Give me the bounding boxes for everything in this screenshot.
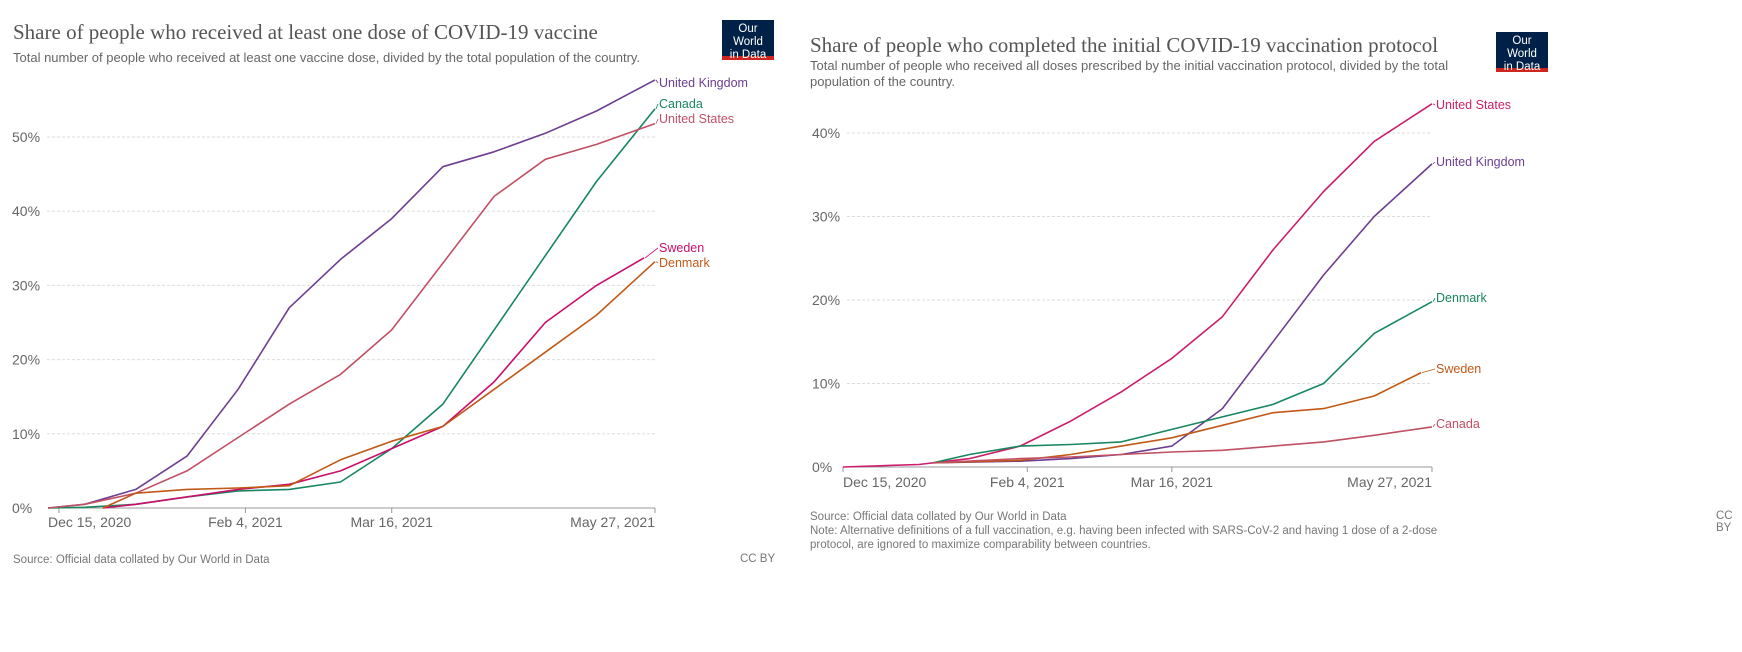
x-tick-label: Feb 4, 2021 <box>990 474 1065 490</box>
y-tick-label: 0% <box>812 459 832 475</box>
owid-logo: Our World in Data <box>722 20 774 61</box>
series-label-connector <box>1432 297 1436 302</box>
y-tick-label: 0% <box>12 500 32 516</box>
license-label[interactable]: CC BY <box>740 553 776 565</box>
series-label: Denmark <box>1436 291 1487 305</box>
series-label: Denmark <box>659 256 710 270</box>
series-line-united-states <box>47 122 656 509</box>
series-line-united-kingdom <box>47 79 656 509</box>
x-tick-label: Mar 16, 2021 <box>350 514 433 530</box>
chart-panel-fully-vaccinated: Share of people who completed the initia… <box>800 0 1742 652</box>
series-line-denmark <box>933 300 1433 464</box>
series-label-connector <box>1422 368 1436 374</box>
series-label-connector <box>655 118 659 124</box>
series-label-connector <box>644 247 659 259</box>
chart-panel-first-dose: Share of people who received at least on… <box>0 0 780 652</box>
series-label: Sweden <box>659 241 704 255</box>
x-tick-label: Dec 15, 2020 <box>48 514 131 530</box>
series-label: United Kingdom <box>659 76 748 90</box>
series-label: United States <box>1436 98 1511 112</box>
y-tick-label: 40% <box>812 125 840 141</box>
chart-subtitle: Total number of people who received all … <box>810 58 1449 89</box>
license-label[interactable]: CC BY <box>1716 510 1733 534</box>
series-label: Sweden <box>1436 362 1481 376</box>
y-tick-label: 30% <box>812 209 840 225</box>
series-label: Canada <box>659 97 703 111</box>
y-tick-label: 10% <box>12 426 40 442</box>
chart-source: Source: Official data collated by Our Wo… <box>13 554 270 566</box>
series-line-sweden <box>102 257 645 509</box>
y-tick-label: 40% <box>12 203 40 219</box>
chart-subtitle: Total number of people who received at l… <box>13 50 641 65</box>
series-line-united-states <box>842 103 1433 468</box>
x-tick-label: May 27, 2021 <box>570 514 655 530</box>
series-label-connector <box>655 79 659 84</box>
series-label: Canada <box>1436 417 1480 431</box>
series-line-united-kingdom <box>933 163 1433 464</box>
y-tick-label: 30% <box>12 277 40 293</box>
series-label-connector <box>1432 103 1436 106</box>
x-tick-label: May 27, 2021 <box>1347 474 1432 490</box>
series-label: United Kingdom <box>1436 155 1525 169</box>
series-label: United States <box>659 112 734 126</box>
owid-logo: Our World in Data <box>1496 32 1548 73</box>
y-tick-label: 20% <box>812 292 840 308</box>
x-tick-label: Mar 16, 2021 <box>1131 474 1214 490</box>
series-label-connector <box>655 261 659 264</box>
chart-note: Note: Alternative definitions of a full … <box>810 525 1438 551</box>
chart-source: Source: Official data collated by Our Wo… <box>810 511 1067 523</box>
series-line-denmark <box>102 261 656 509</box>
series-label-connector <box>655 103 659 109</box>
x-tick-label: Feb 4, 2021 <box>208 514 283 530</box>
y-tick-label: 10% <box>812 376 840 392</box>
x-tick-label: Dec 15, 2020 <box>843 474 926 490</box>
y-tick-label: 20% <box>12 352 40 368</box>
y-tick-label: 50% <box>12 129 40 145</box>
chart-title: Share of people who completed the initia… <box>810 33 1439 57</box>
series-label-connector <box>1432 423 1436 428</box>
series-line-canada <box>933 426 1433 464</box>
series-label-connector <box>1432 161 1436 165</box>
chart-title: Share of people who received at least on… <box>13 20 598 44</box>
